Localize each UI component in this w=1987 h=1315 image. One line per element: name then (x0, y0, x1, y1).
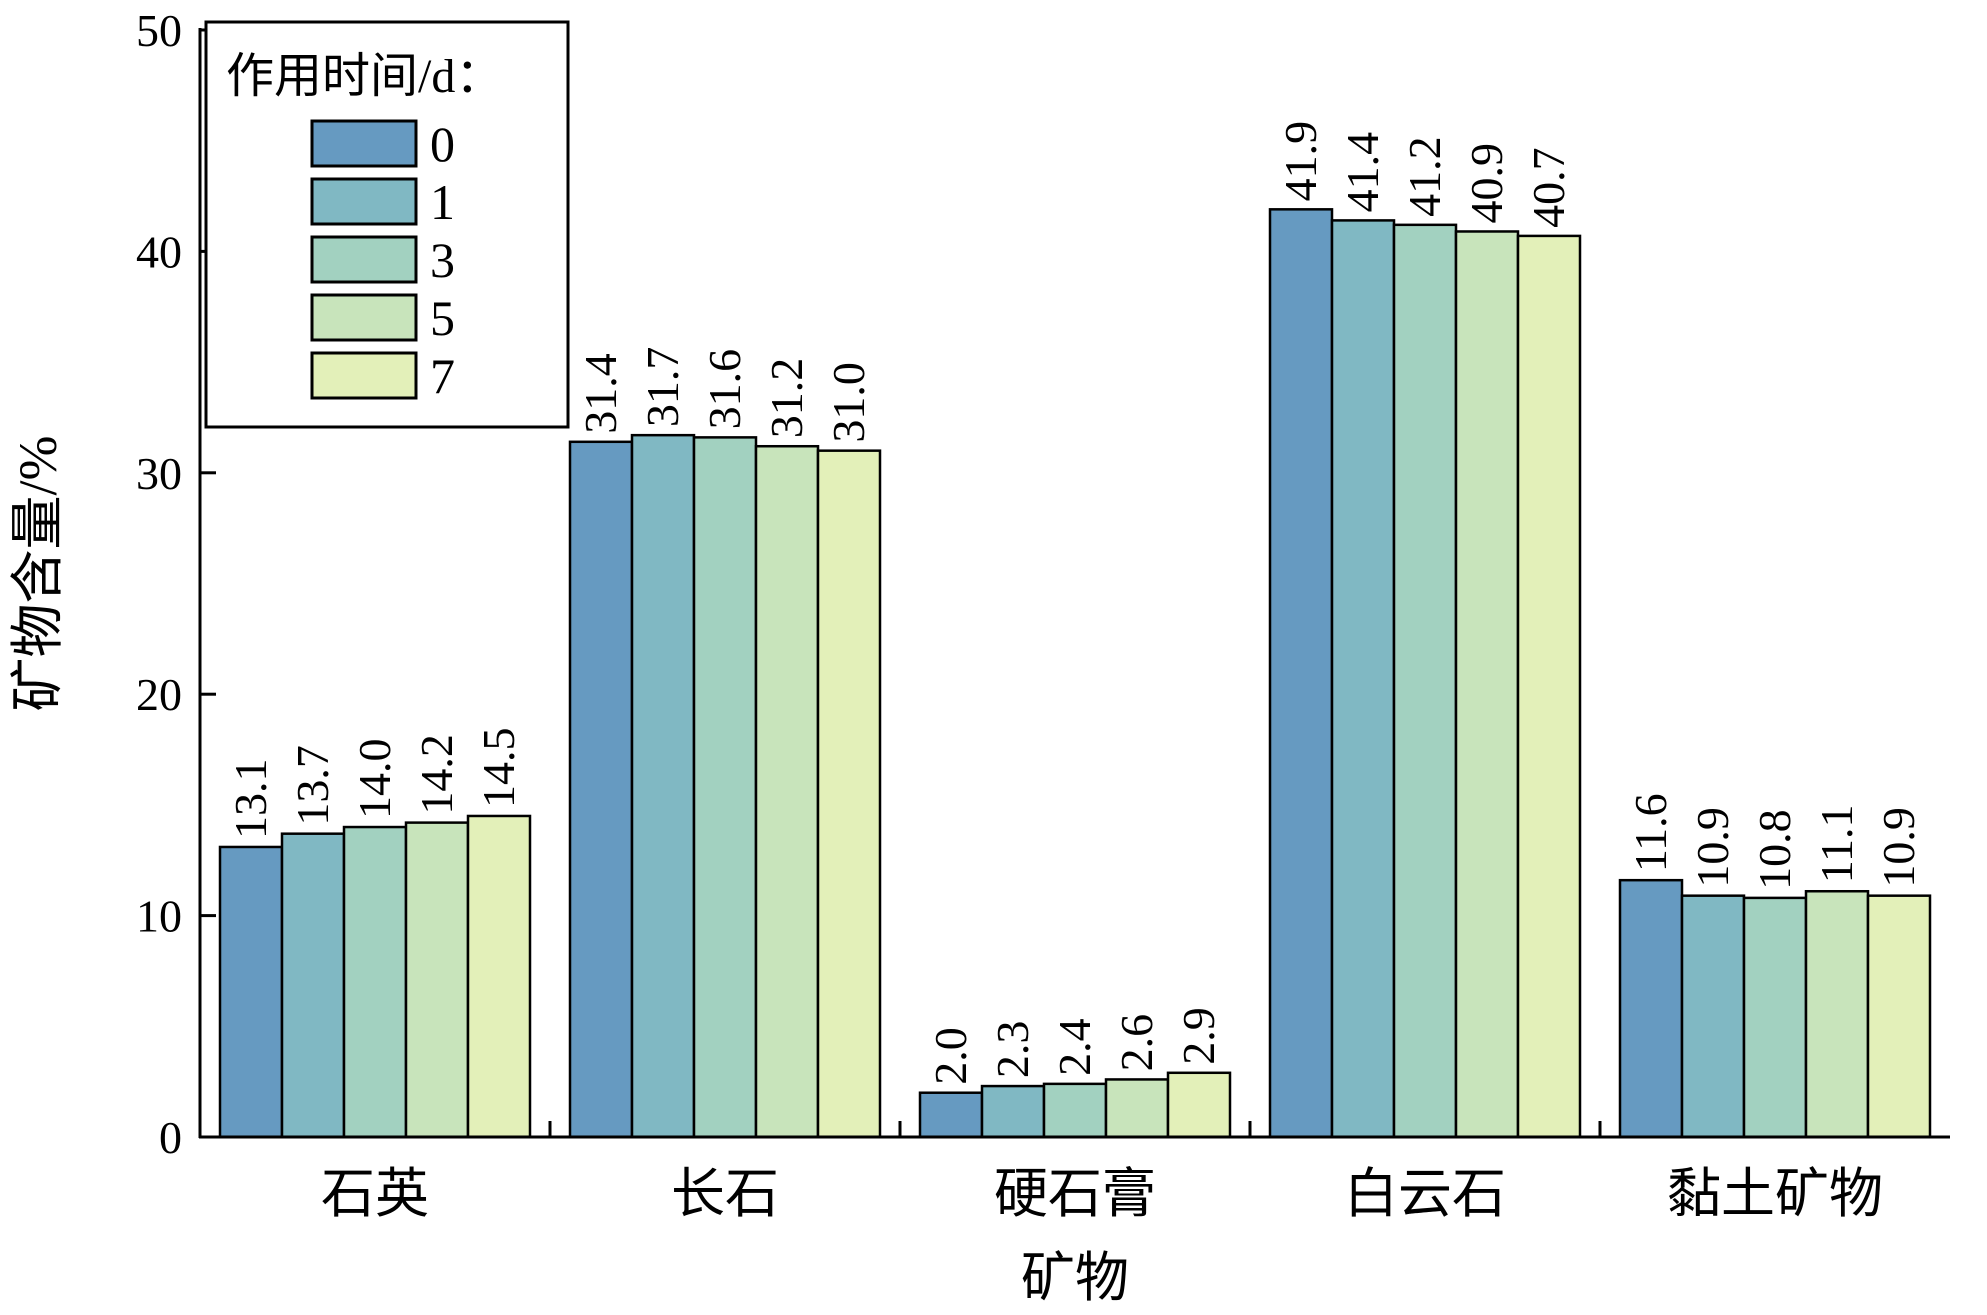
legend-label: 3 (430, 232, 455, 288)
bar (918, 1091, 984, 1139)
bar (1804, 889, 1870, 1139)
bar (280, 832, 346, 1139)
y-tick-label: 10 (136, 891, 182, 942)
bar (1454, 230, 1520, 1139)
bar-value-label: 14.2 (411, 734, 462, 815)
bar (404, 821, 470, 1139)
bar-value-label: 11.1 (1811, 804, 1862, 883)
bar (342, 825, 408, 1139)
bar-value-label: 10.9 (1873, 807, 1924, 888)
bar (1330, 219, 1396, 1139)
bar (1866, 894, 1932, 1139)
y-tick-label: 40 (136, 226, 182, 277)
bar-value-label: 13.1 (225, 758, 276, 839)
legend-label: 1 (430, 174, 455, 230)
bars-layer (218, 208, 1932, 1139)
y-axis-title: 矿物含量/% (8, 436, 68, 712)
bar (1104, 1078, 1170, 1139)
legend-swatch (310, 293, 418, 342)
bar-value-label: 2.4 (1049, 1018, 1100, 1076)
legend-label: 5 (430, 290, 455, 346)
bar-value-label: 10.8 (1749, 809, 1800, 890)
legend-label: 0 (430, 116, 455, 172)
bar (692, 436, 758, 1139)
y-ticks-layer: 0 10 20 30 40 50 (136, 5, 216, 1163)
bar-value-label: 14.5 (473, 727, 524, 808)
bar-value-label: 10.9 (1687, 807, 1738, 888)
y-tick-label: 20 (136, 669, 182, 720)
bar (630, 433, 696, 1139)
bar-value-label: 31.7 (637, 347, 688, 428)
bar (980, 1084, 1046, 1139)
bar-value-label: 2.0 (925, 1027, 976, 1085)
x-category-label: 长石 (671, 1164, 779, 1224)
bar (754, 444, 820, 1139)
bar (568, 440, 634, 1139)
bar-value-label: 31.6 (699, 349, 750, 430)
bar (1042, 1082, 1108, 1139)
legend-swatch (310, 235, 418, 284)
axes-layer (198, 28, 1950, 1139)
legend-swatch (310, 351, 418, 400)
legend-swatch (310, 119, 418, 168)
bar-value-label: 41.2 (1399, 136, 1450, 217)
bar-value-label: 2.3 (987, 1021, 1038, 1079)
x-category-label: 石英 (321, 1164, 429, 1224)
bar (1268, 208, 1334, 1139)
bar-value-label: 31.4 (575, 353, 626, 434)
bar-value-label: 40.7 (1523, 147, 1574, 228)
bar-value-label: 31.0 (823, 362, 874, 443)
y-tick-label: 50 (136, 5, 182, 56)
bar (1392, 223, 1458, 1139)
bar (1516, 234, 1582, 1139)
bar-value-label: 40.9 (1461, 143, 1512, 224)
bar (466, 814, 532, 1139)
data-labels-layer: 13.131.42.041.911.613.731.72.341.410.914… (225, 121, 1924, 1085)
bar-value-label: 2.6 (1111, 1014, 1162, 1072)
x-axis-title: 矿物 (1021, 1248, 1129, 1308)
x-category-label: 白云石 (1344, 1164, 1506, 1224)
x-category-label: 黏土矿物 (1667, 1164, 1883, 1224)
bar (1742, 896, 1808, 1139)
x-category-label: 硬石膏 (994, 1164, 1156, 1224)
bar (1166, 1071, 1232, 1139)
bar-value-label: 31.2 (761, 358, 812, 439)
legend-label: 7 (430, 348, 455, 404)
bar-value-label: 14.0 (349, 739, 400, 820)
bar (1618, 878, 1684, 1139)
bar-value-label: 41.9 (1275, 121, 1326, 202)
bar-value-label: 13.7 (287, 745, 338, 826)
y-tick-label: 30 (136, 448, 182, 499)
bar-value-label: 41.4 (1337, 132, 1388, 213)
bar (1680, 894, 1746, 1139)
y-tick-label: 0 (159, 1112, 182, 1163)
bar (816, 449, 882, 1139)
bar-value-label: 11.6 (1625, 793, 1676, 872)
bar-value-label: 2.9 (1173, 1007, 1224, 1065)
x-ticks-layer: 石英 长石 硬石膏 白云石 黏土矿物 (321, 1121, 1883, 1224)
legend-swatch (310, 177, 418, 226)
bar (218, 845, 284, 1139)
legend-title: 作用时间/d： (226, 50, 503, 103)
